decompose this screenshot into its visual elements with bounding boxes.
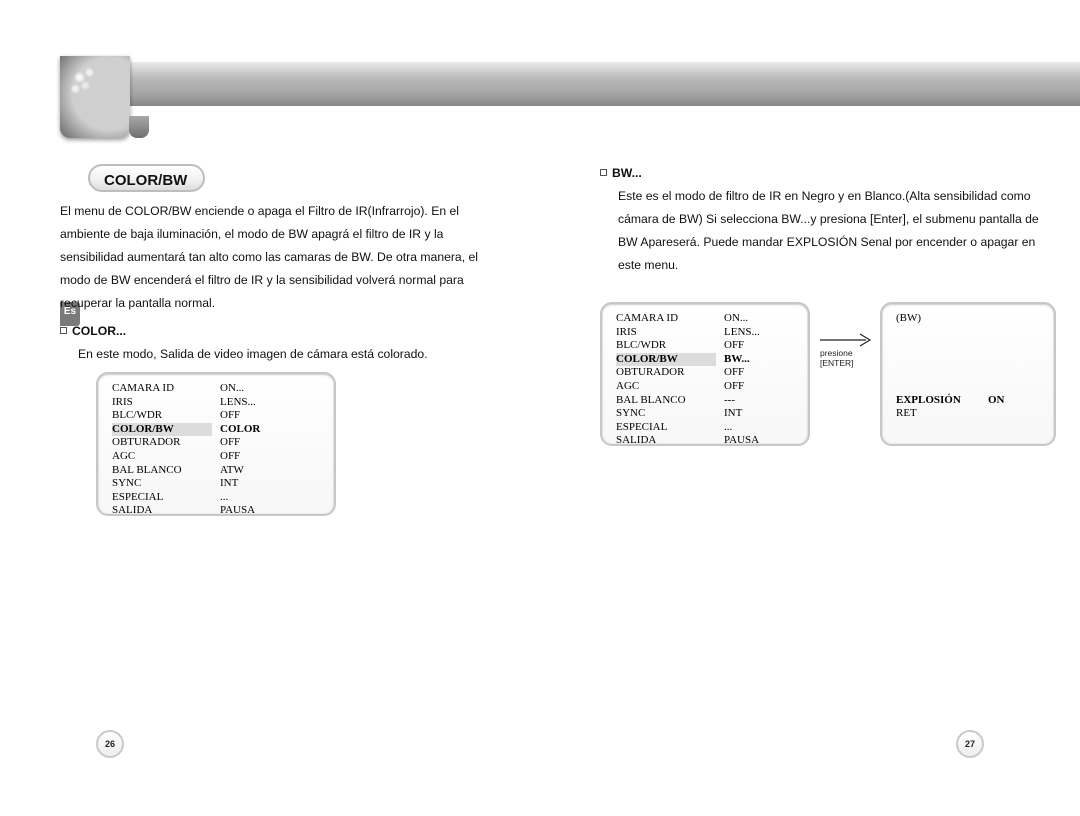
menu-row: BAL BLANCOATW	[112, 464, 322, 478]
menu-value: PAUSA	[724, 434, 759, 448]
osd-menu-sub: (BW) EXPLOSIÓNONRET	[880, 302, 1056, 446]
menu-value: OFF	[724, 366, 744, 380]
menu-label: BLC/WDR	[112, 409, 220, 423]
menu-label: COLOR/BW	[616, 353, 724, 367]
menu-label: SYNC	[616, 407, 724, 421]
bullet-icon	[60, 327, 67, 334]
menu-value: LENS...	[220, 396, 256, 410]
menu-label: OBTURADOR	[616, 366, 724, 380]
menu-label: AGC	[616, 380, 724, 394]
menu-value: OFF	[220, 436, 240, 450]
menu-label: CAMARA ID	[112, 382, 220, 396]
page-number-left: 26	[96, 730, 124, 758]
menu-value: COLOR	[220, 423, 260, 437]
menu-row: IRISLENS...	[112, 396, 322, 410]
intro-paragraph: El menu de COLOR/BW enciende o apaga el …	[60, 200, 480, 315]
menu-value: BW...	[724, 353, 750, 367]
menu-row: COLOR/BWBW...	[616, 353, 716, 367]
menu-value: INT	[220, 477, 238, 491]
bw-subbody: Este es el modo de filtro de IR en Negro…	[618, 185, 1040, 277]
color-section: COLOR... En este modo, Salida de video i…	[60, 320, 500, 366]
bw-section: BW... Este es el modo de filtro de IR en…	[600, 162, 1040, 277]
bw-subhead-text: BW...	[612, 166, 642, 180]
menu-value: OFF	[724, 339, 744, 353]
menu-label: SALIDA	[616, 434, 724, 448]
menu-value: ...	[724, 421, 732, 435]
menu-value: OFF	[220, 409, 240, 423]
menu-row: BLC/WDROFF	[616, 339, 796, 353]
menu-row: AGCOFF	[616, 380, 796, 394]
page-right: Es BW... Este es el modo de filtro de IR…	[540, 0, 1080, 816]
menu-row: OBTURADOROFF	[112, 436, 322, 450]
menu-label: BLC/WDR	[616, 339, 724, 353]
color-subhead: COLOR...	[60, 320, 500, 343]
submenu-title: (BW)	[896, 312, 1042, 326]
menu-value: ---	[724, 394, 735, 408]
arrow-container: presione [ENTER]	[818, 330, 878, 370]
submenu-row: EXPLOSIÓNON	[896, 394, 1042, 408]
page-inner-left: El menu de COLOR/BW enciende o apaga el …	[60, 0, 480, 816]
menu-row: AGCOFF	[112, 450, 322, 464]
menu-value: ON...	[724, 312, 748, 326]
menu-value: OFF	[724, 380, 744, 394]
arrow-label: presione [ENTER]	[820, 348, 854, 368]
arrow-label-line2: [ENTER]	[820, 358, 854, 368]
menu-value: ...	[220, 491, 228, 505]
osd-menu-color: CAMARA IDON...IRISLENS...BLC/WDROFFCOLOR…	[96, 372, 336, 516]
menu-row: OBTURADOROFF	[616, 366, 796, 380]
menu-row: CAMARA IDON...	[112, 382, 322, 396]
menu-label: AGC	[112, 450, 220, 464]
menu-label: IRIS	[112, 396, 220, 410]
menu-label: SALIDA	[112, 504, 220, 518]
menu-label: BAL BLANCO	[112, 464, 220, 478]
menu-value: OFF	[220, 450, 240, 464]
page-inner-right: BW... Este es el modo de filtro de IR en…	[600, 0, 1020, 816]
color-subhead-text: COLOR...	[72, 324, 126, 338]
menu-label: COLOR/BW	[112, 423, 220, 437]
menu-row: ESPECIAL...	[112, 491, 322, 505]
page-number-right: 27	[956, 730, 984, 758]
menu-row: BAL BLANCO---	[616, 394, 796, 408]
menu-value: ON	[988, 394, 1005, 408]
menu-row: SYNCINT	[112, 477, 322, 491]
spread: Es COLOR/BW El menu de COLOR/BW enciende…	[0, 0, 1080, 816]
menu-row: BLC/WDROFF	[112, 409, 322, 423]
page-left: Es COLOR/BW El menu de COLOR/BW enciende…	[0, 0, 540, 816]
menu-row: IRISLENS...	[616, 326, 796, 340]
menu-label: EXPLOSIÓN	[896, 394, 988, 408]
menu-label: RET	[896, 407, 988, 421]
bullet-icon	[600, 169, 607, 176]
menu-row: ESPECIAL...	[616, 421, 796, 435]
menu-value: PAUSA	[220, 504, 255, 518]
menu-label: IRIS	[616, 326, 724, 340]
menu-value: ON...	[220, 382, 244, 396]
menu-row: SALIDAPAUSA	[112, 504, 322, 518]
menu-row: CAMARA IDON...	[616, 312, 796, 326]
submenu-row: RET	[896, 407, 1042, 421]
menu-value: INT	[724, 407, 742, 421]
arrow-label-line1: presione	[820, 348, 853, 358]
menu-label: CAMARA ID	[616, 312, 724, 326]
bw-subhead: BW...	[600, 162, 1040, 185]
menu-label: ESPECIAL	[112, 491, 220, 505]
osd-menu-main: CAMARA IDON...IRISLENS...BLC/WDROFFCOLOR…	[600, 302, 810, 446]
menu-row: COLOR/BWCOLOR	[112, 423, 212, 437]
menu-label: SYNC	[112, 477, 220, 491]
menu-value: ATW	[220, 464, 244, 478]
arrow-right-icon	[818, 330, 878, 350]
menu-value: LENS...	[724, 326, 760, 340]
menu-label: BAL BLANCO	[616, 394, 724, 408]
menu-row: SYNCINT	[616, 407, 796, 421]
menu-label: OBTURADOR	[112, 436, 220, 450]
color-subbody: En este modo, Salida de video imagen de …	[78, 343, 500, 366]
menu-label: ESPECIAL	[616, 421, 724, 435]
menu-row: SALIDAPAUSA	[616, 434, 796, 448]
